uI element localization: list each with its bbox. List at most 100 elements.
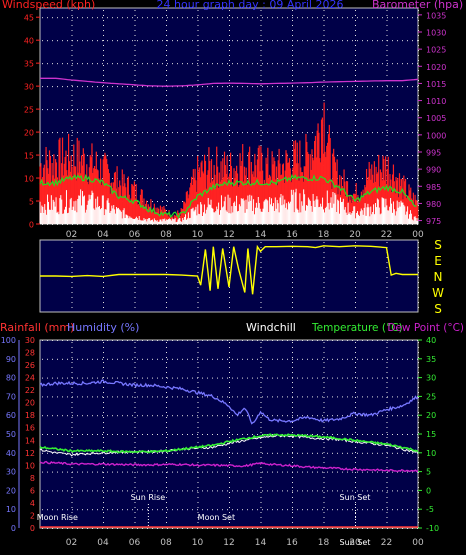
temperature-gridline-dot — [302, 358, 303, 360]
temperature-gridline-dot — [357, 358, 358, 360]
temperature-gridline-dot — [167, 396, 168, 398]
temperature-gridline-dot — [67, 452, 68, 454]
temperature-gridline-dot — [152, 528, 153, 529]
wind-gridline-dot — [229, 55, 230, 56]
direction-gridline-dot — [260, 267, 262, 268]
direction-gridline-dot — [355, 287, 356, 288]
wind-gridline-dot — [92, 17, 93, 19]
direction-gridline-dot — [260, 262, 262, 263]
temperature-gridline-dot — [317, 415, 318, 417]
temperature-gridline-dot — [67, 396, 68, 398]
wind-gridline-dot — [322, 63, 323, 65]
temperature-gridline-dot — [147, 509, 148, 511]
temperature-gridline-dot — [103, 387, 104, 388]
temperature-gridline-dot — [292, 462, 293, 463]
temperature-gridline-dot — [355, 452, 356, 453]
direction-gridline-dot — [71, 307, 73, 308]
wind-gridline-dot — [418, 50, 419, 51]
temperature-gridline-dot — [229, 347, 230, 348]
temperature-gridline-dot — [312, 340, 313, 341]
wind-gridline-dot — [292, 86, 293, 88]
temperature-gridline-dot — [229, 497, 230, 498]
direction-gridline-dot — [229, 292, 230, 293]
temperature-gridline-dot — [387, 377, 388, 379]
wind-gridline-dot — [137, 86, 138, 88]
rainfall-tick-label: 16 — [25, 424, 35, 433]
temperature-gridline-dot — [417, 415, 418, 417]
wind-gridline-dot — [386, 60, 388, 61]
windchill-label: Windchill — [246, 321, 296, 334]
temperature-gridline-dot — [229, 477, 230, 478]
wind-gridline-dot — [166, 20, 167, 21]
temperature-gridline-dot — [207, 528, 208, 529]
temperature-gridline-dot — [342, 528, 343, 529]
temperature-gridline-dot — [127, 377, 128, 379]
wind-gridline-dot — [252, 109, 253, 111]
wind-gridline-dot — [386, 35, 388, 36]
wind-gridline-dot — [362, 132, 363, 134]
direction-gridline-dot — [418, 257, 419, 258]
temperature-gridline-dot — [77, 452, 78, 454]
wind-gridline-dot — [112, 155, 113, 157]
rainfall-tick-label: 4 — [30, 499, 35, 508]
temperature-gridline-dot — [292, 487, 293, 488]
temperature-gridline-dot — [386, 402, 388, 403]
temperature-gridline-dot — [252, 434, 253, 435]
temperature-gridline-dot — [418, 512, 419, 513]
temperature-gridline-dot — [367, 396, 368, 398]
wind-gridline-dot — [166, 145, 167, 146]
wind-gridline-dot — [217, 155, 218, 157]
wind-gridline-dot — [162, 109, 163, 111]
wind-gridline-dot — [77, 63, 78, 65]
temperature-gridline-dot — [187, 340, 188, 341]
wind-gridline-dot — [402, 224, 403, 225]
wind-gridline-dot — [97, 132, 98, 134]
wind-gridline-dot — [397, 109, 398, 111]
wind-gridline-dot — [77, 17, 78, 19]
wind-gridline-dot — [412, 86, 413, 88]
temperature-gridline-dot — [67, 434, 68, 435]
temperature-gridline-dot — [227, 452, 228, 454]
temperature-gridline-dot — [418, 467, 419, 468]
temperature-gridline-dot — [103, 487, 104, 488]
wind-gridline-dot — [122, 224, 123, 225]
temperature-gridline-dot — [52, 396, 53, 398]
temperature-gridline-dot — [323, 522, 325, 523]
wind-gridline-dot — [312, 63, 313, 65]
wind-gridline-dot — [134, 115, 136, 116]
wind-gridline-dot — [134, 145, 136, 146]
wind-gridline-dot — [367, 132, 368, 134]
rainfall-tick-label: 18 — [25, 411, 35, 420]
temperature-gridline-dot — [166, 417, 167, 418]
wind-gridline-dot — [172, 178, 173, 180]
temperature-gridline-dot — [134, 502, 136, 503]
temperature-gridline-dot — [297, 415, 298, 417]
temperature-gridline-dot — [417, 340, 418, 341]
wind-gridline-dot — [247, 155, 248, 157]
temperature-gridline-dot — [352, 509, 353, 511]
wind-gridline-dot — [267, 132, 268, 134]
wind-gridline-dot — [192, 86, 193, 88]
wind-gridline-dot — [103, 60, 104, 61]
wind-gridline-dot — [103, 130, 104, 131]
wind-gridline-dot — [247, 63, 248, 65]
wind-gridline-dot — [337, 86, 338, 88]
temperature-gridline-dot — [337, 434, 338, 435]
wind-gridline-dot — [167, 17, 168, 19]
wind-gridline-dot — [412, 178, 413, 180]
temperature-gridline-dot — [72, 509, 73, 511]
direction-gridline-dot — [197, 282, 199, 283]
temperature-gridline-dot — [386, 497, 388, 498]
wind-gridline-dot — [292, 165, 293, 166]
temperature-gridline-dot — [323, 432, 325, 433]
direction-gridline-dot — [71, 242, 73, 243]
temperature-gridline-dot — [382, 471, 383, 473]
temperature-gridline-dot — [87, 452, 88, 454]
wind-gridline-dot — [260, 80, 262, 81]
temperature-gridline-dot — [77, 396, 78, 398]
temperature-gridline-dot — [355, 442, 356, 443]
temperature-gridline-dot — [323, 347, 325, 348]
temperature-gridline-dot — [412, 396, 413, 398]
temperature-gridline-dot — [392, 509, 393, 511]
